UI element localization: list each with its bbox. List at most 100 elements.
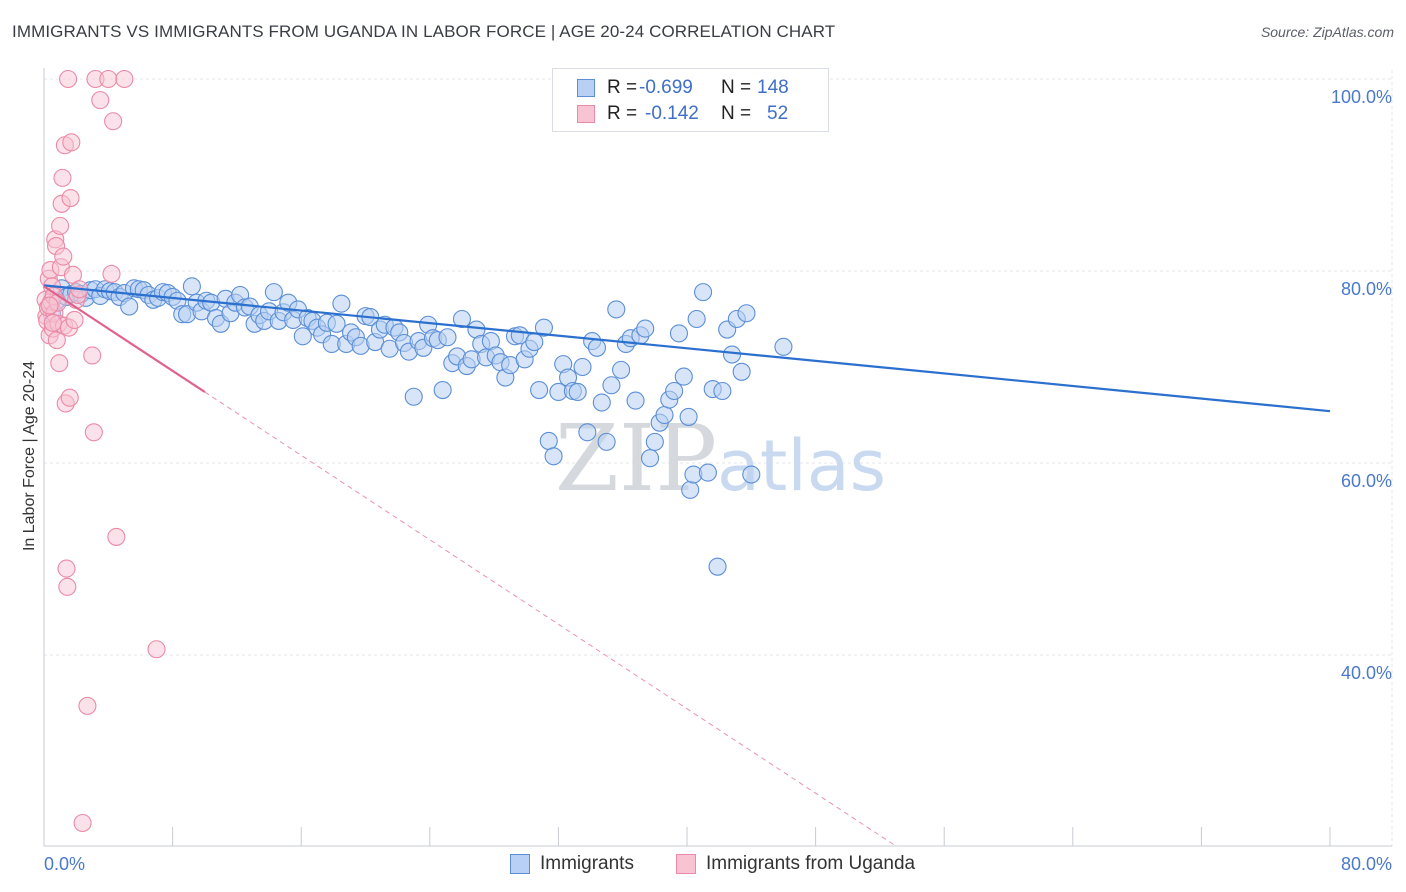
uganda-point bbox=[104, 112, 123, 131]
immigrants-point bbox=[687, 309, 706, 329]
uganda-point bbox=[65, 310, 84, 330]
immigrants-point bbox=[597, 432, 616, 451]
immigrants-point bbox=[636, 319, 655, 338]
immigrants-point bbox=[737, 304, 756, 323]
x-tick-label: 0.0% bbox=[44, 854, 85, 874]
uganda-point bbox=[58, 577, 77, 596]
immigrants-point bbox=[544, 447, 563, 466]
immigrants-point bbox=[573, 357, 592, 377]
uganda-point bbox=[50, 354, 69, 373]
immigrants-point bbox=[327, 314, 346, 333]
watermark-atlas: atlas bbox=[717, 425, 886, 507]
immigrants-point bbox=[722, 345, 742, 364]
axes bbox=[43, 68, 1392, 847]
uganda-point bbox=[78, 696, 97, 715]
legend-swatch-blue bbox=[577, 79, 595, 97]
legend-swatch-blue bbox=[510, 854, 530, 874]
uganda-point bbox=[61, 188, 80, 208]
immigrants-point bbox=[742, 465, 761, 484]
y-tick-label: 60.0% bbox=[1341, 471, 1392, 491]
n-value: 52 bbox=[767, 103, 789, 124]
uganda-trend-extension bbox=[204, 391, 897, 847]
immigrants-point bbox=[452, 309, 472, 329]
uganda-point bbox=[53, 168, 72, 187]
source-label: Source: ZipAtlas.com bbox=[1260, 24, 1394, 40]
n-label: N = bbox=[721, 103, 752, 124]
immigrants-point bbox=[182, 277, 201, 296]
immigrants-point bbox=[774, 337, 793, 356]
legend-row-uganda: R = -0.142 N = 52 bbox=[553, 101, 788, 127]
immigrants-point bbox=[264, 283, 283, 302]
y-tick-label: 40.0% bbox=[1341, 663, 1392, 683]
uganda-point bbox=[102, 264, 121, 283]
uganda-point bbox=[54, 247, 73, 266]
immigrants-trend-line bbox=[43, 284, 1331, 413]
watermark: ZIP atlas bbox=[555, 405, 886, 512]
immigrants-point bbox=[592, 393, 611, 412]
immigrants-point bbox=[438, 328, 457, 347]
uganda-point bbox=[59, 69, 78, 89]
uganda-point bbox=[115, 69, 134, 89]
x-tick-label: 80.0% bbox=[1341, 854, 1392, 874]
r-value: -0.142 bbox=[645, 103, 699, 124]
uganda-points bbox=[36, 69, 166, 833]
legend-label: Immigrants from Uganda bbox=[706, 853, 916, 874]
immigrants-point bbox=[674, 367, 693, 386]
uganda-point bbox=[57, 559, 76, 578]
immigrants-point bbox=[640, 449, 660, 468]
uganda-point bbox=[60, 388, 79, 407]
r-label: R = bbox=[607, 77, 638, 98]
legend-swatch-pink bbox=[676, 854, 696, 874]
y-tick-label: 80.0% bbox=[1341, 279, 1392, 299]
legend-label: Immigrants bbox=[540, 853, 634, 874]
immigrants-point bbox=[293, 327, 312, 346]
y-axis-label: In Labor Force | Age 20-24 bbox=[21, 361, 38, 551]
legend-item-immigrants: Immigrants bbox=[510, 852, 634, 876]
immigrants-point bbox=[525, 332, 544, 352]
immigrants-point bbox=[612, 360, 631, 379]
immigrants-point bbox=[732, 362, 751, 381]
legend-swatch-pink bbox=[577, 105, 595, 123]
chart-title: IMMIGRANTS VS IMMIGRANTS FROM UGANDA IN … bbox=[12, 22, 836, 41]
immigrants-point bbox=[568, 382, 587, 402]
uganda-point bbox=[40, 296, 59, 315]
immigrants-point bbox=[332, 294, 351, 313]
r-label: R = bbox=[607, 103, 638, 124]
uganda-point bbox=[84, 423, 103, 442]
immigrants-point bbox=[602, 376, 621, 395]
tick-labels: 40.0% 60.0% 80.0% 100.0% 0.0% 80.0% bbox=[44, 87, 1392, 874]
immigrants-point bbox=[433, 380, 452, 400]
immigrants-point bbox=[669, 324, 689, 343]
uganda-point bbox=[107, 527, 126, 546]
y-tick-label: 100.0% bbox=[1331, 87, 1392, 107]
immigrants-point bbox=[665, 381, 684, 401]
uganda-trend-line bbox=[43, 285, 206, 393]
immigrants-point bbox=[645, 432, 664, 451]
correlation-legend: R = -0.699 N = 148 R = -0.142 N = 52 bbox=[552, 68, 829, 132]
uganda-point bbox=[43, 313, 62, 332]
uganda-point bbox=[147, 640, 166, 659]
immigrants-point bbox=[530, 380, 549, 400]
legend-row-immigrants: R = -0.699 N = 148 bbox=[553, 75, 789, 101]
immigrants-point bbox=[404, 387, 423, 406]
uganda-point bbox=[62, 133, 81, 152]
immigrants-point bbox=[587, 338, 607, 357]
immigrants-point bbox=[694, 283, 713, 302]
uganda-point bbox=[51, 216, 70, 235]
immigrants-point bbox=[698, 463, 717, 482]
n-label: N = bbox=[721, 77, 752, 98]
uganda-trend-extension-line bbox=[204, 391, 897, 847]
uganda-point bbox=[99, 69, 118, 89]
r-value: -0.699 bbox=[639, 77, 693, 98]
immigrants-point bbox=[679, 407, 698, 426]
immigrants-point bbox=[120, 297, 139, 316]
immigrants-point bbox=[534, 318, 553, 337]
uganda-point bbox=[91, 91, 110, 110]
immigrants-point bbox=[607, 300, 626, 319]
legend-item-uganda: Immigrants from Uganda bbox=[676, 852, 915, 876]
immigrants-point bbox=[539, 431, 558, 450]
uganda-point bbox=[83, 346, 102, 365]
trend-lines bbox=[43, 284, 1331, 413]
uganda-point bbox=[73, 813, 92, 833]
